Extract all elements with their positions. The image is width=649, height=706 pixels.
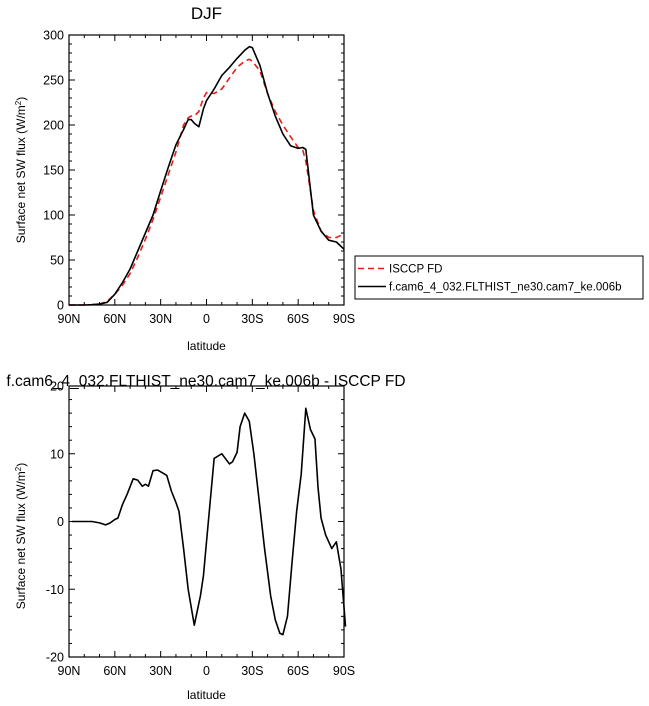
top-ytick-label: 50 [50, 254, 64, 268]
top-xtick-label: 30N [149, 312, 172, 326]
legend-label-isccp: ISCCP FD [389, 264, 442, 276]
top-series-line-0 [69, 58, 345, 306]
bottom-xtick-label: 0 [203, 664, 210, 678]
top-frame [68, 34, 345, 306]
top-xtick-label: 90N [58, 312, 81, 326]
legend-label-model: f.cam6_4_032.FLTHIST_ne30.cam7_ke.006b [389, 282, 621, 294]
chart-top-title: DJF [191, 4, 222, 23]
bottom-ytick-label: 10 [50, 447, 64, 461]
chart-top: DJF 90N 60N 30N 0 30S 60S 90S 0 50 100 150 200 250 30… [14, 4, 644, 353]
chart-bottom-ylabel: Surface net SW flux (W/m2) [14, 463, 28, 609]
chart-top-ylabel: Surface net SW flux (W/m2) [14, 97, 28, 243]
top-ytick-label: 0 [57, 299, 64, 313]
chart-bottom-plot-area: 90N 60N 30N 0 30S 60S 90S -20 -10 0 10 20 [46, 380, 355, 679]
top-xtick-label: 0 [203, 312, 210, 326]
top-ytick-label: 250 [43, 74, 64, 88]
bottom-series-line-0 [72, 407, 347, 636]
bottom-ytick-label: -20 [46, 651, 64, 665]
chart-bottom: f.cam6_4_032.FLTHIST_ne30.cam7_ke.006b -… [6, 373, 405, 702]
chart-top-legend: ISCCP FD f.cam6_4_032.FLTHIST_ne30.cam7_… [354, 255, 644, 300]
bottom-xtick-label: 90N [58, 664, 81, 678]
top-ytick-label: 200 [43, 119, 64, 133]
bottom-ytick-label: 20 [50, 380, 64, 394]
bottom-frame [68, 385, 345, 658]
bottom-xtick-label: 90S [333, 664, 355, 678]
chart-bottom-xlabel: latitude [187, 688, 226, 702]
top-ytick-label: 300 [43, 29, 64, 43]
bottom-xtick-label: 30N [149, 664, 172, 678]
top-xtick-label: 60S [287, 312, 309, 326]
top-ytick-label: 100 [43, 209, 64, 223]
top-xtick-label: 30S [241, 312, 263, 326]
top-xtick-label: 90S [333, 312, 355, 326]
top-series-line-1 [69, 45, 345, 306]
bottom-xtick-label: 60N [103, 664, 126, 678]
chart-top-xlabel: latitude [187, 339, 226, 353]
legend-box [354, 255, 644, 300]
chart-top-plot-area: 90N 60N 30N 0 30S 60S 90S 0 50 100 150 200 250 300 [43, 29, 355, 327]
top-ytick-label: 150 [43, 164, 64, 178]
top-xtick-label: 60N [103, 312, 126, 326]
bottom-ytick-label: -10 [46, 583, 64, 597]
bottom-xtick-label: 60S [287, 664, 309, 678]
bottom-xtick-label: 30S [241, 664, 263, 678]
bottom-ytick-label: 0 [57, 515, 64, 529]
